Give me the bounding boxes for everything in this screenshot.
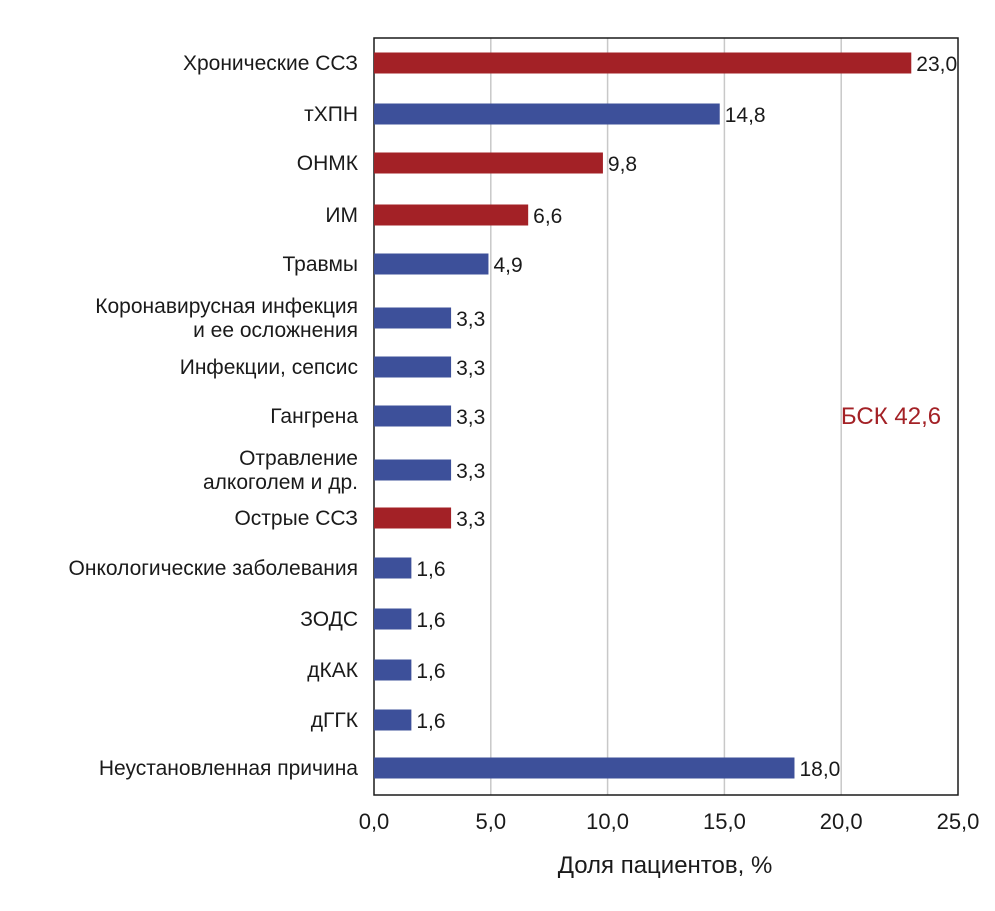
value-label: 23,0: [916, 53, 957, 76]
value-label: 1,6: [416, 558, 445, 581]
value-label: 14,8: [725, 104, 766, 127]
category-label: Коронавирусная инфекция: [95, 295, 358, 318]
x-tick-label: 15,0: [703, 809, 746, 834]
bar: [374, 709, 412, 731]
value-label: 3,3: [456, 357, 485, 380]
gridlines: [490, 38, 842, 795]
x-tick-label: 0,0: [359, 809, 390, 834]
bar: [374, 356, 452, 378]
category-labels: Хронические ССЗ тХПН ОНМК ИМ Травмы Коронавир…: [69, 52, 359, 780]
category-label: ОНМК: [297, 152, 359, 175]
value-label: 18,0: [799, 758, 840, 781]
category-label: тХПН: [304, 103, 358, 126]
category-label: Отравление: [239, 447, 358, 470]
bar: [374, 659, 412, 681]
x-tick-label: 5,0: [476, 809, 507, 834]
x-tick-label: 20,0: [820, 809, 863, 834]
x-tick-labels: 0,0 5,0 10,0 15,0 20,0 25,0: [359, 809, 980, 834]
bar: [374, 405, 452, 427]
category-label: Острые ССЗ: [234, 507, 358, 530]
bars: [374, 52, 912, 779]
bar: [374, 557, 412, 579]
bar: [374, 757, 795, 779]
bar: [374, 103, 720, 125]
category-label: Гангрена: [270, 405, 358, 428]
category-label: Неустановленная причина: [99, 757, 358, 780]
value-label: 1,6: [416, 710, 445, 733]
value-labels: 23,0 14,8 9,8 6,6 4,9 3,3 3,3 3,3 3,3 3,3 1,6 1,6 1,…: [416, 53, 957, 781]
bsk-annotation: БСК 42,6: [841, 403, 941, 430]
value-label: 3,3: [456, 460, 485, 483]
value-label: 9,8: [608, 153, 637, 176]
value-label: 4,9: [493, 254, 522, 277]
bar: [374, 204, 529, 226]
category-label: Хронические ССЗ: [183, 52, 358, 75]
value-label: 3,3: [456, 406, 485, 429]
bar: [374, 608, 412, 630]
value-label: 6,6: [533, 205, 562, 228]
category-label: Инфекции, сепсис: [180, 356, 358, 379]
value-label: 1,6: [416, 660, 445, 683]
category-label: ЗОДС: [300, 608, 358, 631]
value-label: 1,6: [416, 609, 445, 632]
bar: [374, 152, 603, 174]
bar: [374, 459, 452, 481]
value-label: 3,3: [456, 308, 485, 331]
category-label: Онкологические заболевания: [69, 557, 358, 580]
bar: [374, 253, 489, 275]
category-label: алкоголем и др.: [203, 471, 358, 494]
value-label: 3,3: [456, 508, 485, 531]
category-label: ИМ: [325, 204, 358, 227]
category-label: дКАК: [307, 659, 358, 682]
category-label: дГГК: [311, 709, 359, 732]
bar: [374, 507, 452, 529]
x-tick-label: 10,0: [586, 809, 629, 834]
category-label: Травмы: [283, 253, 358, 276]
x-tick-label: 25,0: [937, 809, 980, 834]
bar: [374, 307, 452, 329]
x-axis-title: Доля пациентов, %: [558, 852, 773, 879]
category-label: и ее осложнения: [193, 319, 358, 342]
bar: [374, 52, 912, 74]
